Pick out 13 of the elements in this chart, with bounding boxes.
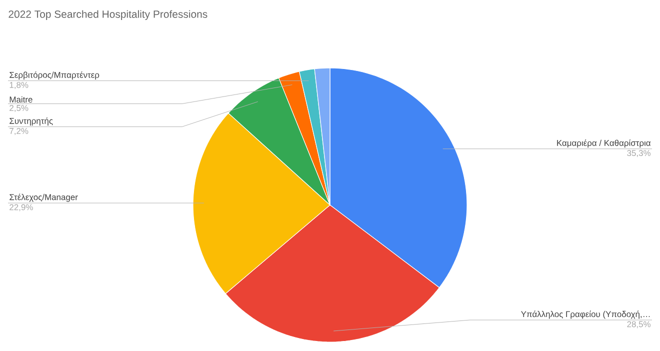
slice-label: Στέλεχος/Manager: [10, 194, 78, 202]
slice-label: Σερβιτόρος/Μπαρτέντερ: [10, 71, 100, 80]
slice-label: Υπάλληλος Γραφείου (Υποδοχή,…: [521, 310, 650, 319]
slice-label: Συντηρητής: [10, 117, 53, 126]
data-label: 28,5%: [627, 321, 651, 328]
chart-title: 2022 Top Searched Hospitality Professions: [8, 10, 208, 20]
data-label: 1,8%: [10, 82, 28, 89]
data-label: 2,5%: [10, 104, 28, 112]
data-label: 22,9%: [10, 204, 33, 212]
slice-label: Maitre: [10, 96, 32, 103]
data-label: 7,2%: [10, 128, 28, 135]
slice-label: Καμαριέρα / Καθαρίστρια: [557, 140, 651, 148]
data-label: 35,3%: [627, 150, 651, 158]
